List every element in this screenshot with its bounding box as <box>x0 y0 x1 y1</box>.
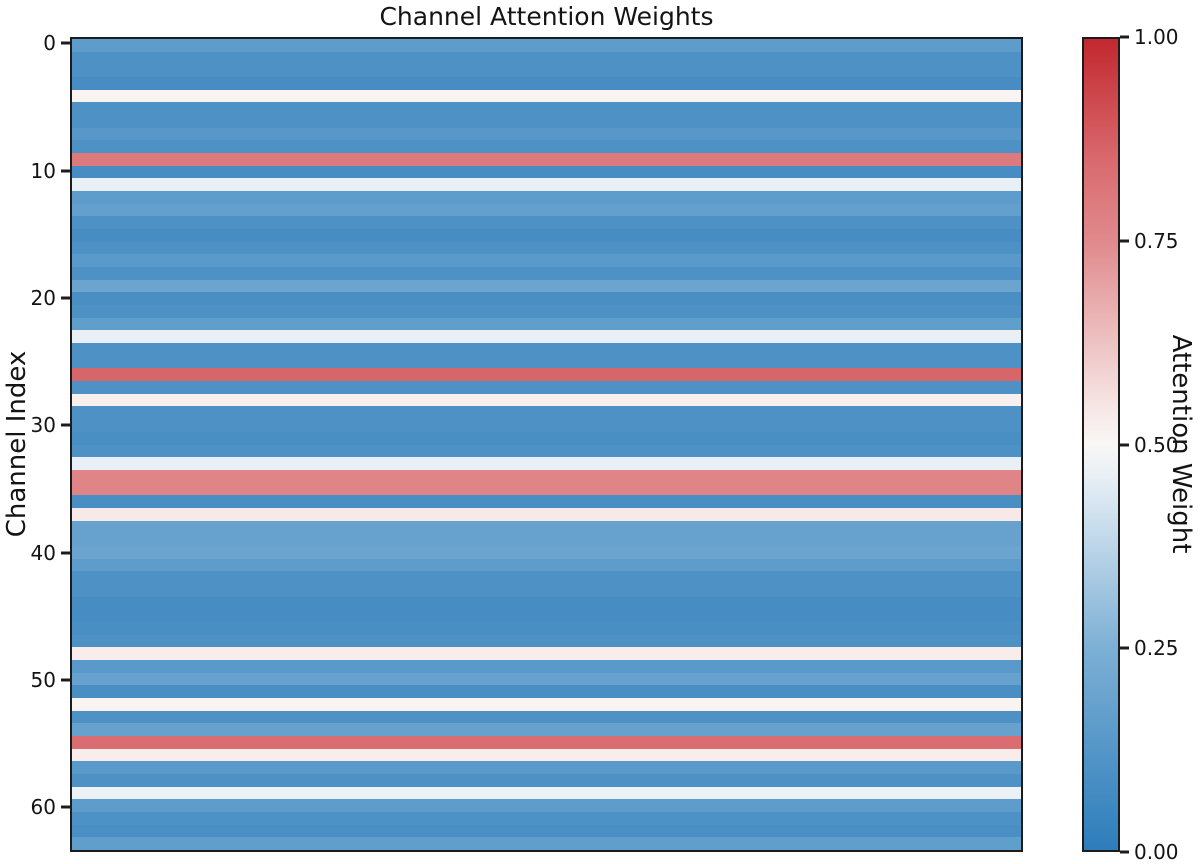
heatmap-row <box>72 799 1021 812</box>
heatmap-row <box>72 723 1021 736</box>
y-tick-mark <box>61 423 70 427</box>
y-tick-label: 50 <box>30 668 56 693</box>
colorbar-tick-mark <box>1120 35 1129 39</box>
heatmap-row <box>72 203 1021 217</box>
colorbar-tick-mark <box>1120 239 1129 243</box>
heatmap-row <box>72 381 1021 394</box>
heatmap-row <box>72 837 1021 850</box>
heatmap-row <box>72 495 1021 508</box>
y-tick-mark <box>61 551 70 555</box>
y-axis-label: Channel Index <box>2 350 32 538</box>
heatmap-row <box>72 39 1021 52</box>
heatmap <box>70 37 1023 852</box>
heatmap-row <box>72 558 1021 572</box>
y-tick-label: 10 <box>30 158 56 183</box>
heatmap-row <box>72 659 1021 673</box>
heatmap-row <box>72 571 1021 584</box>
heatmap-row <box>72 469 1021 483</box>
heatmap-row <box>72 254 1021 268</box>
heatmap-row <box>72 279 1021 293</box>
heatmap-row <box>72 735 1021 749</box>
heatmap-row <box>72 647 1021 660</box>
colorbar-label: Attention Weight <box>1166 334 1196 554</box>
heatmap-row <box>72 140 1021 154</box>
heatmap-row <box>72 583 1021 597</box>
heatmap-row <box>72 216 1021 230</box>
heatmap-row <box>72 102 1021 116</box>
heatmap-row <box>72 191 1021 204</box>
colorbar <box>1082 37 1120 852</box>
y-tick-mark <box>61 41 70 45</box>
heatmap-row <box>72 355 1021 369</box>
y-tick-mark <box>61 296 70 300</box>
heatmap-row <box>72 419 1021 432</box>
colorbar-tick-mark <box>1120 443 1129 446</box>
heatmap-row <box>72 153 1021 166</box>
heatmap-row <box>72 482 1021 496</box>
heatmap-row <box>72 773 1021 787</box>
colorbar-tick-label: 0.25 <box>1134 636 1179 661</box>
heatmap-row <box>72 685 1021 698</box>
heatmap-row <box>72 596 1021 610</box>
heatmap-row <box>72 748 1021 762</box>
heatmap-row <box>72 634 1021 648</box>
heatmap-row <box>72 115 1021 128</box>
y-tick-label: 40 <box>30 540 56 565</box>
y-tick-label: 60 <box>30 795 56 820</box>
heatmap-row <box>72 406 1021 420</box>
heatmap-row <box>72 292 1021 306</box>
heatmap-row <box>72 178 1021 192</box>
chart-title: Channel Attention Weights <box>379 2 714 31</box>
colorbar-tick-mark <box>1120 646 1129 650</box>
heatmap-row <box>72 672 1021 686</box>
colorbar-tick-mark <box>1120 850 1129 854</box>
heatmap-row <box>72 520 1021 534</box>
heatmap-row <box>72 127 1021 141</box>
heatmap-row <box>72 393 1021 407</box>
heatmap-row <box>72 609 1021 622</box>
heatmap-row <box>72 89 1021 103</box>
heatmap-row <box>72 811 1021 825</box>
heatmap-row <box>72 241 1021 255</box>
heatmap-row <box>72 317 1021 331</box>
colorbar-tick-label: 0.00 <box>1134 840 1179 864</box>
heatmap-row <box>72 824 1021 838</box>
colorbar-tick-label: 1.00 <box>1134 25 1179 49</box>
y-tick-label: 0 <box>43 31 56 56</box>
heatmap-row <box>72 621 1021 635</box>
y-tick-mark <box>61 169 70 173</box>
colorbar-tick-label: 0.50 <box>1134 432 1179 457</box>
y-tick-label: 30 <box>30 413 56 438</box>
heatmap-row <box>72 330 1021 344</box>
heatmap-row <box>72 786 1021 800</box>
y-tick-mark <box>61 678 70 682</box>
heatmap-row <box>72 51 1021 65</box>
heatmap-row <box>72 368 1021 382</box>
heatmap-row <box>72 431 1021 445</box>
heatmap-row <box>72 229 1021 242</box>
heatmap-row <box>72 305 1021 318</box>
heatmap-row <box>72 77 1021 90</box>
heatmap-row <box>72 267 1021 280</box>
heatmap-row <box>72 761 1021 774</box>
heatmap-row <box>72 545 1021 559</box>
heatmap-row <box>72 697 1021 711</box>
colorbar-tick-label: 0.75 <box>1134 228 1179 253</box>
y-tick-mark <box>61 805 70 809</box>
heatmap-row <box>72 507 1021 521</box>
heatmap-row <box>72 457 1021 470</box>
heatmap-row <box>72 343 1021 356</box>
y-tick-label: 20 <box>30 286 56 311</box>
heatmap-row <box>72 444 1021 458</box>
heatmap-row <box>72 533 1021 546</box>
heatmap-row <box>72 64 1021 78</box>
heatmap-row <box>72 165 1021 179</box>
heatmap-row <box>72 710 1021 724</box>
